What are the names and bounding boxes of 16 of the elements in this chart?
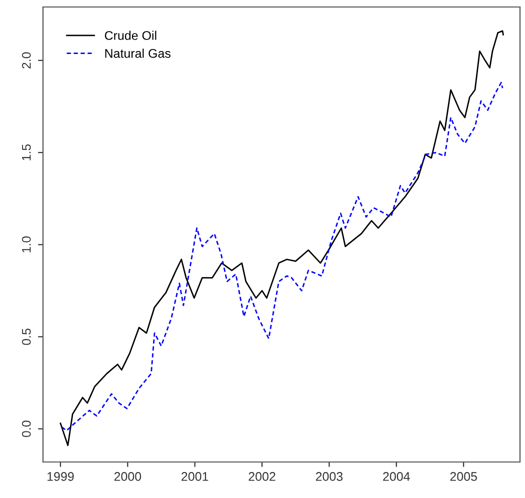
y-tick-label: 1.0 bbox=[22, 236, 31, 252]
legend-label: Crude Oil bbox=[104, 30, 156, 40]
y-tick-label: 0.5 bbox=[22, 328, 31, 345]
x-tick-label: 2000 bbox=[114, 472, 142, 481]
x-tick-label: 2002 bbox=[248, 472, 276, 481]
x-tick-label: 2003 bbox=[316, 472, 343, 481]
legend-label: Natural Gas bbox=[105, 48, 170, 58]
x-tick-label: 2001 bbox=[182, 472, 208, 481]
line-series bbox=[61, 82, 504, 432]
y-tick-label: 1.5 bbox=[22, 144, 31, 160]
x-tick-label: 1999 bbox=[48, 472, 74, 481]
x-tick-label: 2005 bbox=[450, 472, 477, 481]
line-series bbox=[60, 30, 504, 446]
y-tick-label: 2.0 bbox=[22, 52, 31, 68]
y-tick-label: 0.0 bbox=[22, 420, 31, 438]
x-tick-label: 2004 bbox=[383, 472, 410, 481]
